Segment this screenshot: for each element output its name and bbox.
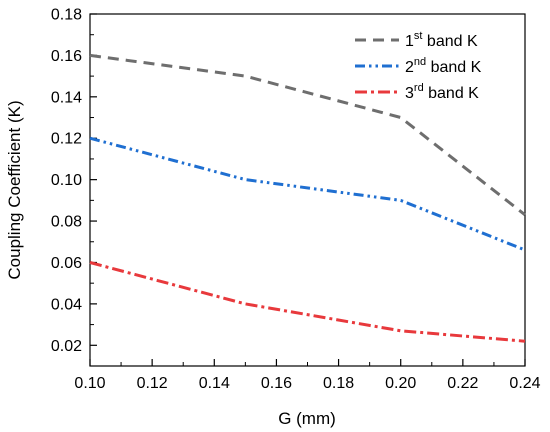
series-layer bbox=[89, 53, 526, 343]
x-tick-label: 0.14 bbox=[199, 375, 230, 392]
y-tick-label: 0.14 bbox=[51, 89, 82, 106]
series-line-3 bbox=[89, 261, 526, 343]
x-tick-label: 0.22 bbox=[447, 375, 478, 392]
y-tick-label: 0.06 bbox=[51, 255, 82, 272]
y-tick-label: 0.10 bbox=[51, 172, 82, 189]
x-tick-label: 0.24 bbox=[509, 375, 540, 392]
x-axis-title: G (mm) bbox=[278, 409, 336, 428]
legend-label-2: 2nd band K bbox=[405, 56, 482, 76]
y-axis-title: Coupling Coefficient (K) bbox=[5, 100, 24, 279]
y-tick-label: 0.12 bbox=[51, 131, 82, 148]
x-tick-label: 0.18 bbox=[323, 375, 354, 392]
y-tick-label: 0.16 bbox=[51, 48, 82, 65]
legend-label-3: 3rd band K bbox=[405, 82, 479, 102]
x-axis: 0.10 0.12 0.14 0.16 0.18 0.20 0.22 0.24 bbox=[74, 359, 541, 392]
series-line-1 bbox=[89, 53, 526, 216]
y-tick-label: 0.08 bbox=[51, 214, 82, 231]
series-line-2 bbox=[89, 136, 526, 252]
x-tick-label: 0.20 bbox=[385, 375, 416, 392]
y-tick-label: 0.04 bbox=[51, 296, 82, 313]
y-axis: 0.02 0.04 0.06 0.08 0.10 0.12 0.14 0.16 0.18 bbox=[51, 7, 97, 367]
x-tick-label: 0.12 bbox=[137, 375, 168, 392]
x-tick-label: 0.10 bbox=[74, 375, 105, 392]
y-tick-label: 0.18 bbox=[51, 7, 82, 24]
y-tick-label: 0.02 bbox=[51, 338, 82, 355]
legend-label-1: 1st band K bbox=[405, 30, 478, 50]
x-tick-label: 0.16 bbox=[261, 375, 292, 392]
legend: 1st band K 2nd band K 3rd band K bbox=[355, 30, 482, 102]
